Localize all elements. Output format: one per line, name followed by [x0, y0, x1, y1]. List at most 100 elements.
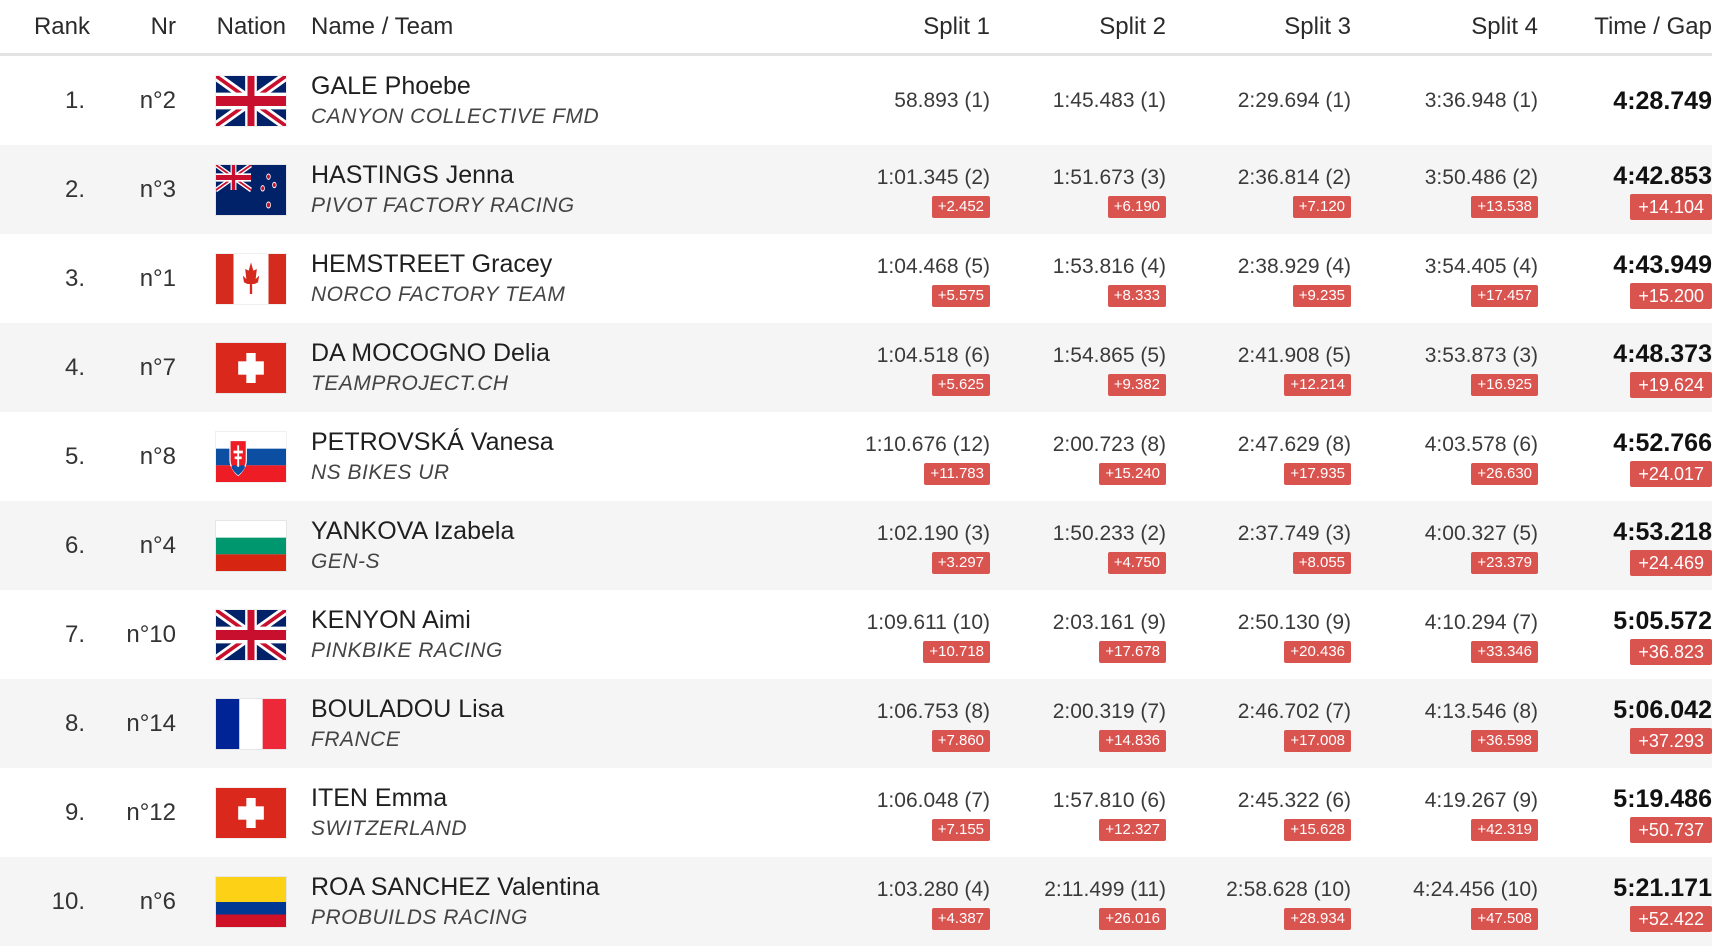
- split-3-cell: 2:37.749 (3) +8.055: [1166, 518, 1351, 574]
- name-team-cell: ROA SANCHEZ Valentina PROBUILDS RACING: [286, 871, 746, 933]
- split-3-cell: 2:29.694 (1): [1166, 81, 1351, 121]
- nation-cell: [176, 520, 286, 571]
- bib-number-cell: n°12: [126, 798, 176, 826]
- nation-cell: [176, 75, 286, 126]
- final-gap-badge: +24.469: [1630, 549, 1712, 576]
- table-row[interactable]: 10. n°6 ROA SANCHEZ Valentina PROBUILDS RAC…: [0, 857, 1712, 946]
- split-3-cell: 2:38.929 (4) +9.235: [1166, 251, 1351, 307]
- column-header-time-gap[interactable]: Time / Gap: [1594, 12, 1712, 40]
- column-header-split-4[interactable]: Split 4: [1471, 12, 1538, 40]
- rank-cell: 3.: [64, 264, 85, 292]
- col-flag-icon: [216, 876, 286, 927]
- name-team-cell: BOULADOU Lisa FRANCE: [286, 693, 746, 755]
- column-header-split-1[interactable]: Split 1: [923, 12, 990, 40]
- split-time: 3:36.948 (1): [1424, 88, 1538, 112]
- column-header-nr[interactable]: Nr: [150, 12, 176, 40]
- split-time: 1:50.233 (2): [1052, 521, 1166, 545]
- column-header-split-3[interactable]: Split 3: [1284, 12, 1351, 40]
- name-team-cell: PETROVSKÁ Vanesa NS BIKES UR: [286, 426, 746, 488]
- rider-name[interactable]: ITEN Emma: [311, 783, 448, 812]
- gap-badge: +5.625: [931, 373, 990, 396]
- nzl-flag-icon: [216, 164, 286, 215]
- split-time: 3:53.873 (3): [1424, 343, 1538, 367]
- bib-number-cell: n°10: [126, 620, 176, 648]
- rider-name[interactable]: DA MOCOGNO Delia: [311, 338, 550, 367]
- split-4-cell: 4:19.267 (9) +42.319: [1351, 785, 1538, 841]
- final-time: 4:43.949: [1613, 250, 1712, 279]
- bib-number-cell: n°14: [126, 709, 176, 737]
- gap-badge: +26.630: [1471, 462, 1538, 485]
- time-gap-cell: 5:06.042 +37.293: [1538, 694, 1712, 754]
- gap-badge: +3.297: [931, 551, 990, 574]
- split-3-cell: 2:46.702 (7) +17.008: [1166, 696, 1351, 752]
- rider-name[interactable]: YANKOVA Izabela: [311, 516, 515, 545]
- final-gap-badge: +36.823: [1630, 638, 1712, 665]
- rider-name[interactable]: GALE Phoebe: [311, 71, 471, 100]
- rider-name[interactable]: HASTINGS Jenna: [311, 160, 514, 189]
- bib-number-cell: n°1: [139, 264, 176, 292]
- nation-cell: [176, 253, 286, 304]
- table-row[interactable]: 3. n°1 HEMSTREET Gracey NORCO FACTORY TEAM 1…: [0, 234, 1712, 323]
- split-4-cell: 4:10.294 (7) +33.346: [1351, 607, 1538, 663]
- gap-badge: +26.016: [1099, 907, 1166, 930]
- table-row[interactable]: 8. n°14 BOULADOU Lisa FRANCE 1:06.753 (8) +7.…: [0, 679, 1712, 768]
- column-header-nation[interactable]: Nation: [216, 12, 286, 40]
- split-time: 2:00.319 (7): [1052, 699, 1166, 723]
- rider-name[interactable]: BOULADOU Lisa: [311, 694, 505, 723]
- split-4-cell: 4:03.578 (6) +26.630: [1351, 429, 1538, 485]
- column-header-split-2[interactable]: Split 2: [1099, 12, 1166, 40]
- gap-badge: +47.508: [1471, 907, 1538, 930]
- gap-badge: +33.346: [1471, 640, 1538, 663]
- split-3-cell: 2:36.814 (2) +7.120: [1166, 162, 1351, 218]
- split-time: 4:19.267 (9): [1424, 788, 1538, 812]
- table-row[interactable]: 6. n°4 YANKOVA Izabela GEN-S 1:02.190 (3) +3.…: [0, 501, 1712, 590]
- team-name: FRANCE: [311, 727, 401, 751]
- final-gap-badge: +19.624: [1630, 371, 1712, 398]
- split-2-cell: 1:50.233 (2) +4.750: [990, 518, 1166, 574]
- time-gap-cell: 5:19.486 +50.737: [1538, 783, 1712, 843]
- split-4-cell: 3:54.405 (4) +17.457: [1351, 251, 1538, 307]
- time-gap-cell: 4:48.373 +19.624: [1538, 338, 1712, 398]
- rider-name[interactable]: ROA SANCHEZ Valentina: [311, 872, 600, 901]
- split-1-cell: 1:06.753 (8) +7.860: [746, 696, 990, 752]
- bib-number-cell: n°4: [139, 531, 176, 559]
- split-time: 1:01.345 (2): [876, 165, 990, 189]
- final-gap-badge: +15.200: [1630, 282, 1712, 309]
- gap-badge: +14.836: [1099, 729, 1166, 752]
- split-time: 1:06.048 (7): [876, 788, 990, 812]
- gap-badge: +13.538: [1471, 195, 1538, 218]
- split-time: 1:03.280 (4): [876, 877, 990, 901]
- rider-name[interactable]: KENYON Aimi: [311, 605, 471, 634]
- column-header-rank[interactable]: Rank: [33, 12, 90, 40]
- split-time: 1:04.468 (5): [876, 254, 990, 278]
- table-row[interactable]: 9. n°12 ITEN Emma SWITZERLAND 1:06.048 (7) +7…: [0, 768, 1712, 857]
- rank-cell: 9.: [64, 798, 85, 826]
- split-time: 4:00.327 (5): [1424, 521, 1538, 545]
- bib-number-cell: n°8: [139, 442, 176, 470]
- sui-flag-icon: [216, 787, 286, 838]
- gap-badge: +23.379: [1471, 551, 1538, 574]
- table-row[interactable]: 7. n°10 KENYON Aimi PINKBIKE RACING 1:09.611…: [0, 590, 1712, 679]
- split-time: 3:50.486 (2): [1424, 165, 1538, 189]
- gap-badge: +17.678: [1099, 640, 1166, 663]
- gap-badge: +11.783: [924, 462, 990, 485]
- table-row[interactable]: 2. n°3 HASTINGS Jenna PIVOT FACTORY RACING 1…: [0, 145, 1712, 234]
- gap-badge: +4.387: [931, 907, 990, 930]
- team-name: SWITZERLAND: [311, 816, 468, 840]
- rider-name[interactable]: PETROVSKÁ Vanesa: [311, 427, 554, 456]
- name-team-cell: YANKOVA Izabela GEN-S: [286, 515, 746, 577]
- split-4-cell: 4:24.456 (10) +47.508: [1351, 874, 1538, 930]
- split-4-cell: 4:13.546 (8) +36.598: [1351, 696, 1538, 752]
- table-row[interactable]: 1. n°2 GALE Phoebe CANYON COLLECTIVE FMD 58.…: [0, 56, 1712, 145]
- gap-badge: +7.155: [931, 818, 990, 841]
- rider-name[interactable]: HEMSTREET Gracey: [311, 249, 553, 278]
- table-row[interactable]: 4. n°7 DA MOCOGNO Delia TEAMPROJECT.CH 1:04.…: [0, 323, 1712, 412]
- name-team-cell: HASTINGS Jenna PIVOT FACTORY RACING: [286, 159, 746, 221]
- time-gap-cell: 4:42.853 +14.104: [1538, 160, 1712, 220]
- gap-badge: +36.598: [1471, 729, 1538, 752]
- column-header-name-team[interactable]: Name / Team: [311, 12, 454, 40]
- rank-cell: 4.: [64, 353, 85, 381]
- split-2-cell: 1:45.483 (1): [990, 81, 1166, 121]
- table-row[interactable]: 5. n°8 PETROVSKÁ Vanesa NS BIKES UR 1:10.676…: [0, 412, 1712, 501]
- split-time: 2:38.929 (4): [1237, 254, 1351, 278]
